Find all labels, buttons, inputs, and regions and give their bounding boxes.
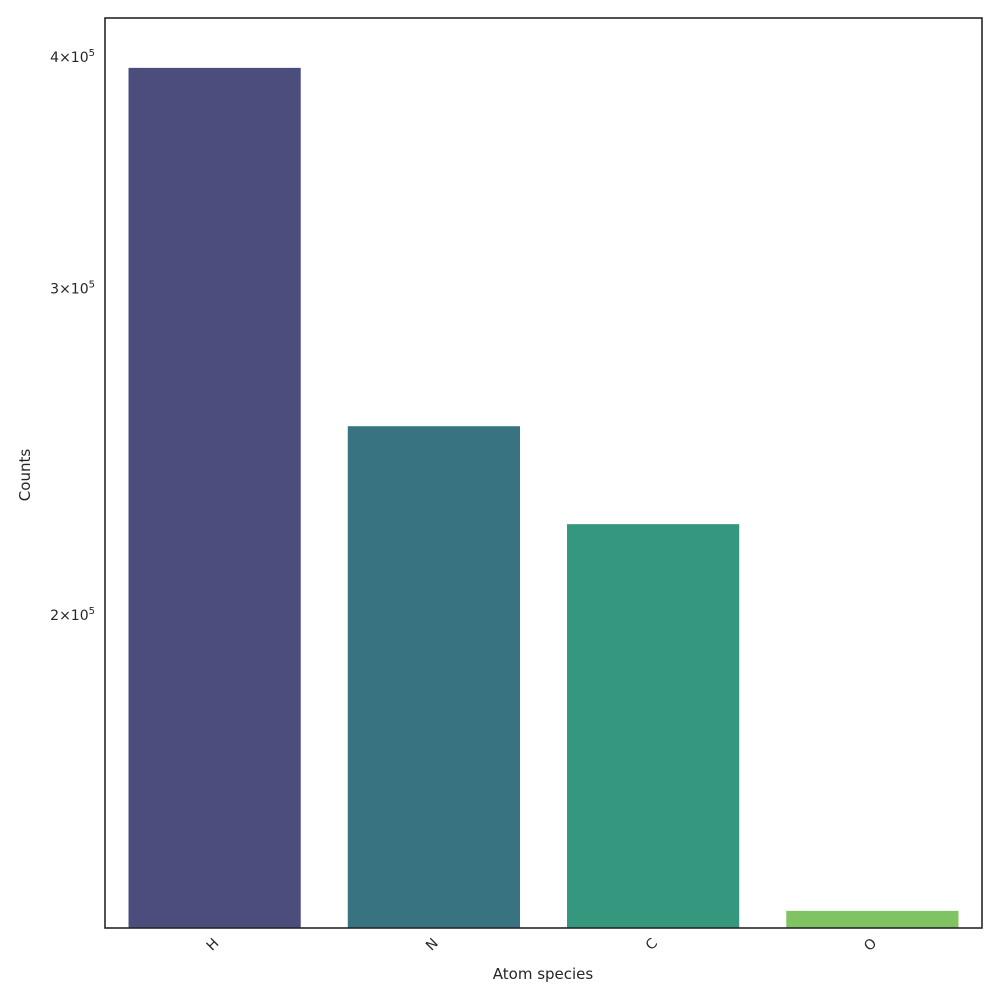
bar-o [785, 909, 960, 929]
x-tick-label-h: H [204, 936, 223, 955]
y-tick-label-2: 3×105 [50, 280, 95, 298]
y-axis-label: Counts [16, 449, 34, 502]
bar-h [127, 66, 302, 929]
plot-frame [104, 17, 983, 929]
bars-group [127, 66, 960, 929]
x-tick-label-o: O [861, 936, 880, 955]
bar-n [346, 425, 521, 929]
bar-c [566, 523, 741, 929]
y-tick-label-1: 2×105 [50, 606, 95, 624]
y-ticks-group: 2×105 3×105 4×105 [50, 48, 95, 624]
x-tick-label-n: N [423, 936, 442, 955]
x-axis-label: Atom species [493, 965, 594, 983]
y-tick-label-3: 4×105 [50, 48, 95, 66]
x-tick-label-c: C [643, 935, 661, 953]
